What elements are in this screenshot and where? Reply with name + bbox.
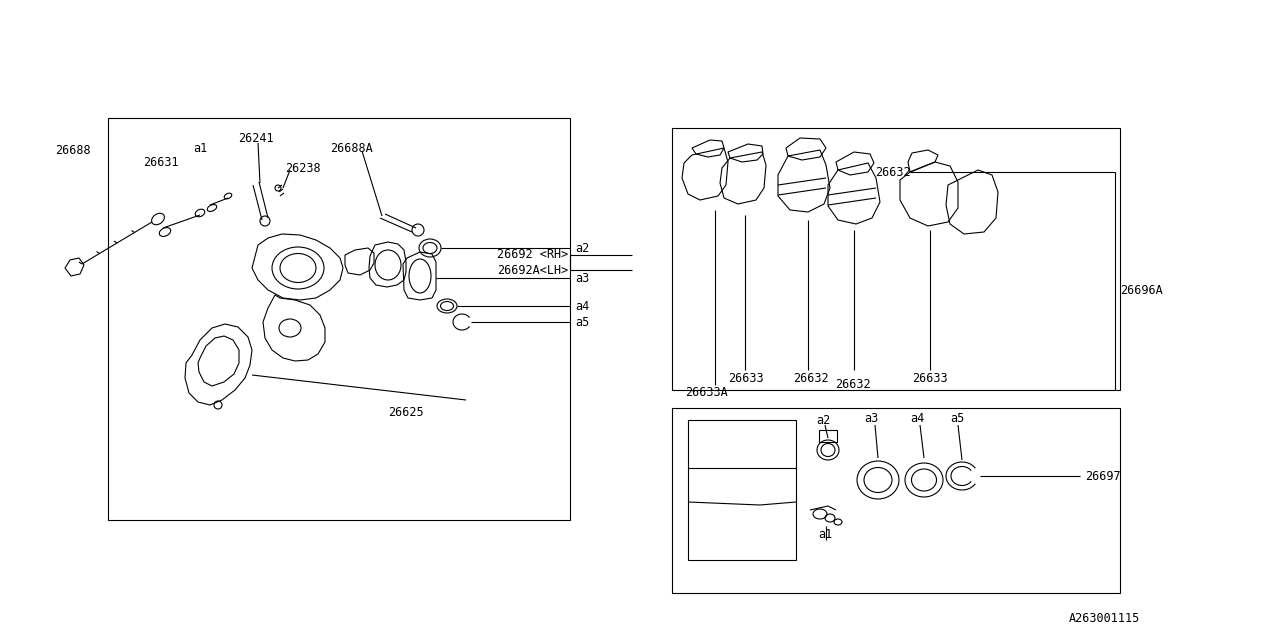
Text: a2: a2	[575, 241, 589, 255]
Text: 26632: 26632	[835, 378, 870, 392]
Text: a2: a2	[817, 413, 831, 426]
Text: a4: a4	[910, 412, 924, 424]
Text: 26632: 26632	[794, 371, 828, 385]
Bar	[689, 420, 796, 560]
Text: 26688A: 26688A	[330, 141, 372, 154]
Bar	[108, 118, 570, 520]
Text: 26697: 26697	[1085, 470, 1120, 483]
Text: A263001115: A263001115	[1069, 611, 1140, 625]
Bar	[819, 430, 837, 442]
Text: 26633: 26633	[728, 371, 764, 385]
Text: a1: a1	[818, 529, 832, 541]
Bar	[672, 408, 1120, 593]
Text: a4: a4	[575, 300, 589, 312]
Text: 26238: 26238	[285, 161, 320, 175]
Text: 26696A: 26696A	[1120, 284, 1162, 296]
Text: 26692 <RH>: 26692 <RH>	[497, 248, 568, 262]
Text: 26633: 26633	[911, 371, 947, 385]
Text: a5: a5	[950, 412, 964, 424]
Text: 26633A: 26633A	[685, 387, 728, 399]
Text: 26692A<LH>: 26692A<LH>	[497, 264, 568, 276]
Bar	[672, 128, 1120, 390]
Text: 26632: 26632	[876, 166, 910, 179]
Text: 26688: 26688	[55, 143, 91, 157]
Text: a1: a1	[193, 141, 207, 154]
Text: 26241: 26241	[238, 131, 274, 145]
Text: a3: a3	[575, 271, 589, 285]
Text: a5: a5	[575, 316, 589, 328]
Text: 26625: 26625	[388, 406, 424, 419]
Text: 26631: 26631	[143, 156, 179, 168]
Text: a3: a3	[864, 412, 878, 424]
